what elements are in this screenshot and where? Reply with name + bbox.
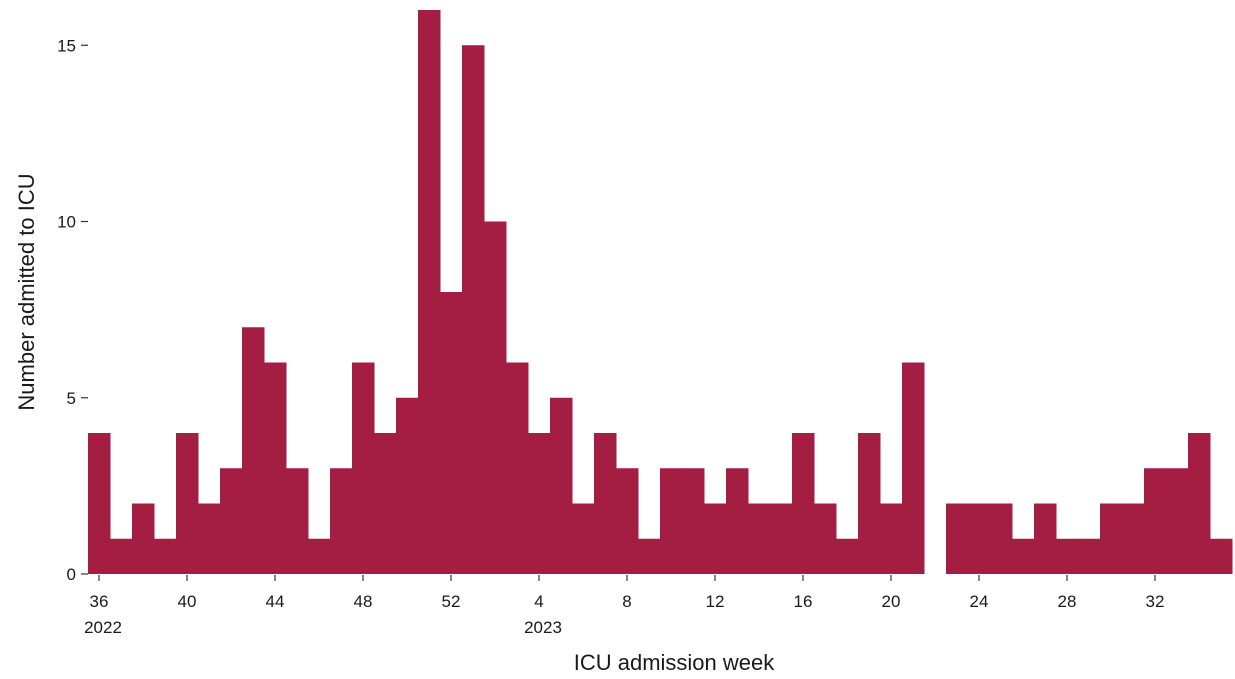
bar-week-43 <box>242 327 265 574</box>
x-tick-label: 36 <box>90 592 109 611</box>
bar-week-25 <box>990 503 1013 574</box>
bar-week-7 <box>594 433 617 574</box>
bar-week-37 <box>110 538 133 574</box>
bar-week-17 <box>814 503 837 574</box>
bar-week-36 <box>88 433 111 574</box>
bar-week-18 <box>836 538 859 574</box>
bar-week-2 <box>484 221 507 574</box>
x-tick-label: 52 <box>442 592 461 611</box>
bar-week-4 <box>528 433 551 574</box>
bar-week-51 <box>418 10 441 574</box>
bar-week-20 <box>880 503 903 574</box>
bar-week-27 <box>1034 503 1057 574</box>
bar-week-46 <box>308 538 331 574</box>
bar-week-16 <box>792 433 815 574</box>
x-tick-label: 4 <box>534 592 543 611</box>
bar-week-19 <box>858 433 881 574</box>
x-year-label: 2022 <box>84 618 122 637</box>
x-tick-label: 48 <box>354 592 373 611</box>
x-axis-title: ICU admission week <box>574 650 776 675</box>
y-tick-label: 10 <box>57 213 76 232</box>
bar-week-47 <box>330 468 353 574</box>
x-tick-label: 40 <box>178 592 197 611</box>
bar-week-29 <box>1078 538 1101 574</box>
bar-week-48 <box>352 362 375 574</box>
x-tick-label: 28 <box>1058 592 1077 611</box>
bar-week-28 <box>1056 538 1079 574</box>
bar-week-35 <box>1210 538 1233 574</box>
x-axis: 36 2022 40 44 48 52 4 2023 8 12 16 20 24 28 32 <box>84 575 1164 637</box>
bar-week-33 <box>1166 468 1189 574</box>
bar-week-8 <box>616 468 639 574</box>
x-tick-label: 12 <box>706 592 725 611</box>
bar-week-14 <box>748 503 771 574</box>
bar-week-24 <box>968 503 991 574</box>
bar-week-30 <box>1100 503 1123 574</box>
bar-week-50 <box>396 397 419 574</box>
x-tick-label: 20 <box>882 592 901 611</box>
y-axis: 0 5 10 15 <box>57 36 88 584</box>
y-axis-title: Number admitted to ICU <box>14 173 39 410</box>
x-tick-label: 24 <box>970 592 989 611</box>
bar-week-42 <box>220 468 243 574</box>
bar-week-40 <box>176 433 199 574</box>
bar-week-11 <box>682 468 705 574</box>
x-year-label: 2023 <box>524 618 562 637</box>
bar-week-32 <box>1144 468 1167 574</box>
bar-week-12 <box>704 503 727 574</box>
bar-week-38 <box>132 503 155 574</box>
bar-week-26 <box>1012 538 1035 574</box>
bar-week-6 <box>572 503 595 574</box>
bar-week-49 <box>374 433 397 574</box>
y-tick-label: 15 <box>57 36 76 55</box>
bar-week-10 <box>660 468 683 574</box>
bar-week-15 <box>770 503 793 574</box>
bar-week-23 <box>946 503 969 574</box>
bar-week-44 <box>264 362 287 574</box>
bar-week-34 <box>1188 433 1211 574</box>
bar-week-1 <box>462 45 485 574</box>
bar-week-9 <box>638 538 661 574</box>
bar-week-5 <box>550 397 573 574</box>
y-tick-label: 5 <box>67 389 76 408</box>
bar-week-52 <box>440 292 463 574</box>
x-tick-label: 44 <box>266 592 285 611</box>
bar-week-39 <box>154 538 177 574</box>
bar-week-3 <box>506 362 529 574</box>
x-tick-label: 8 <box>622 592 631 611</box>
bar-week-13 <box>726 468 749 574</box>
bar-week-45 <box>286 468 309 574</box>
bar-week-31 <box>1122 503 1145 574</box>
bar-week-41 <box>198 503 221 574</box>
bars-group <box>88 10 1233 574</box>
x-tick-label: 32 <box>1146 592 1165 611</box>
y-tick-label: 0 <box>67 565 76 584</box>
bar-week-21 <box>902 362 925 574</box>
x-tick-label: 16 <box>794 592 813 611</box>
